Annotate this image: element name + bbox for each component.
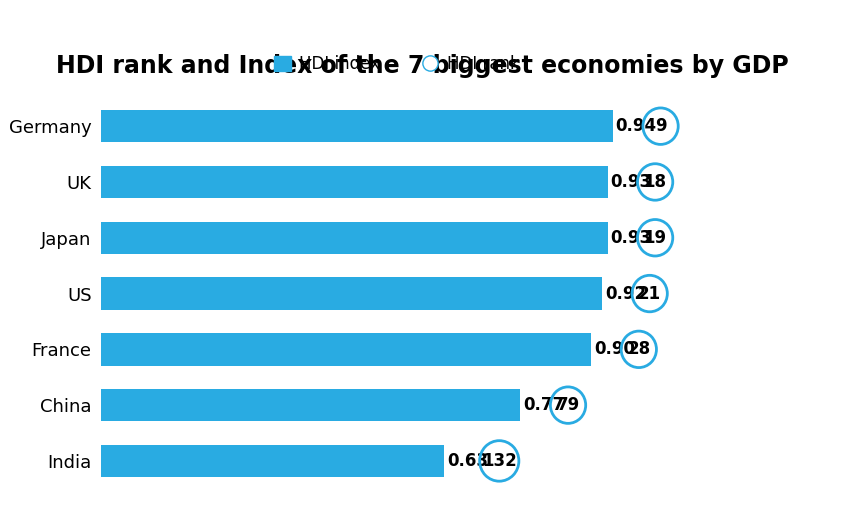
- Text: 132: 132: [481, 452, 516, 470]
- Text: 9: 9: [654, 117, 666, 135]
- Bar: [101, 110, 612, 142]
- Bar: [101, 389, 520, 421]
- Text: 79: 79: [555, 396, 579, 414]
- Text: 0.92: 0.92: [604, 285, 645, 302]
- Text: 0.90: 0.90: [593, 340, 634, 358]
- Bar: [101, 278, 602, 310]
- Title: HDI rank and Index of the 7 biggest economies by GDP: HDI rank and Index of the 7 biggest econ…: [56, 54, 788, 78]
- Text: 19: 19: [643, 229, 666, 247]
- Text: 18: 18: [643, 173, 666, 191]
- Bar: [101, 445, 444, 477]
- Text: 28: 28: [626, 340, 650, 358]
- Bar: [101, 166, 607, 198]
- Legend: HDI index, HDI rank: HDI index, HDI rank: [267, 49, 526, 80]
- Bar: [101, 333, 591, 366]
- Text: 0.93: 0.93: [609, 173, 651, 191]
- Bar: [101, 221, 607, 254]
- Text: 0.93: 0.93: [609, 229, 651, 247]
- Text: 0.63: 0.63: [446, 452, 488, 470]
- Text: 21: 21: [637, 285, 661, 302]
- Text: 0.94: 0.94: [615, 117, 656, 135]
- Text: 0.77: 0.77: [522, 396, 564, 414]
